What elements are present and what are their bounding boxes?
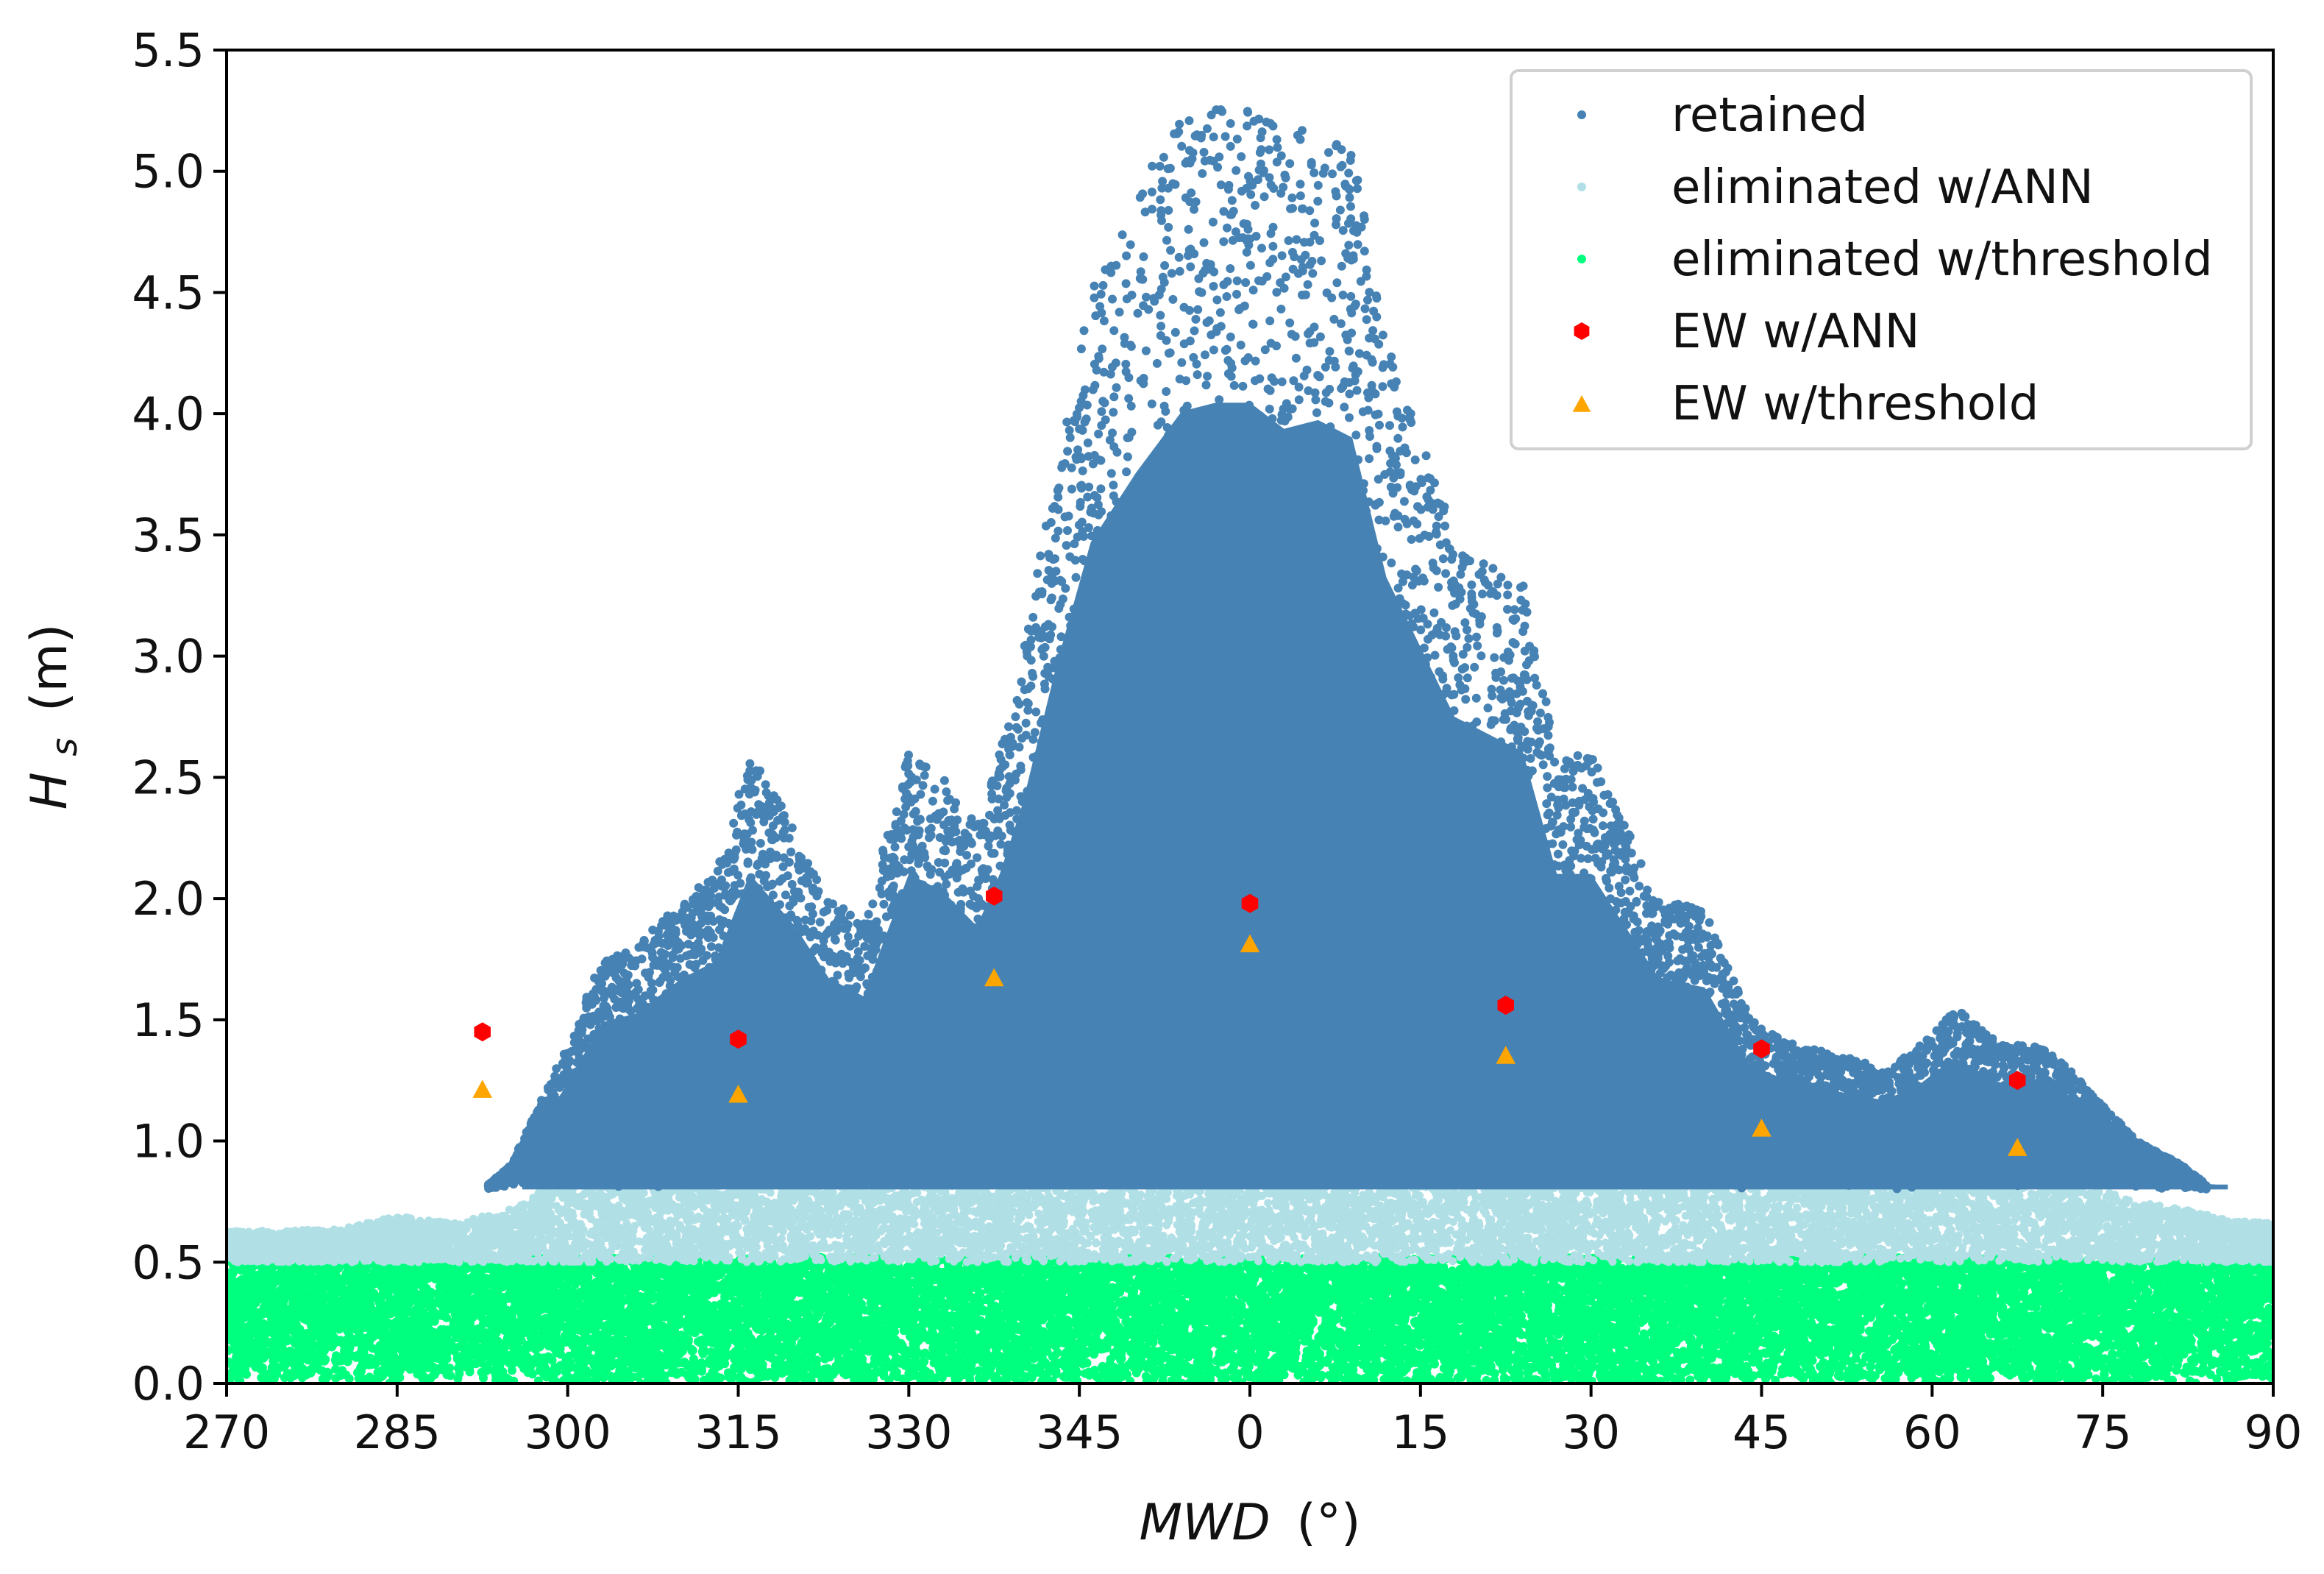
x-tick-label: 45 <box>1733 1405 1791 1459</box>
legend-label: EW w/threshold <box>1671 377 2039 431</box>
x-axis-var: MWD <box>1140 1494 1271 1552</box>
x-tick-label: 90 <box>2245 1405 2303 1459</box>
ew-threshold-point <box>472 1080 493 1098</box>
y-tick-label: 2.5 <box>132 751 205 804</box>
y-tick-label: 4.5 <box>132 266 205 319</box>
ew-ann-point <box>1753 1039 1770 1059</box>
legend-item: eliminated w/threshold <box>1577 233 2213 287</box>
x-tick-label: 0 <box>1235 1405 1264 1459</box>
x-axis-unit: (°) <box>1296 1494 1360 1552</box>
y-tick-label: 1.5 <box>132 993 205 1047</box>
point-cloud <box>227 105 2273 1383</box>
x-ticks: 270 285 300 315 330 345 0 15 30 45 60 75 90 <box>183 1383 2303 1459</box>
ew-threshold-point <box>1752 1119 1772 1137</box>
ew-ann-point <box>474 1022 491 1042</box>
legend-item: retained <box>1577 88 1868 143</box>
x-tick-label: 285 <box>354 1405 441 1459</box>
y-axis-title: H s (m) <box>21 624 89 810</box>
legend-marker <box>1577 110 1586 119</box>
legend-marker <box>1577 182 1586 191</box>
y-ticks: 0.0 0.5 1.0 1.5 2.0 2.5 3.0 3.5 4.0 4.5 5.0 5.5 <box>132 24 227 1411</box>
legend: retained eliminated w/ANN eliminated w/thr… <box>1510 69 2253 450</box>
legend-box <box>1510 69 2253 450</box>
y-axis-var: H <box>21 772 79 809</box>
y-axis-unit: (m) <box>21 624 79 712</box>
y-axis-sub: s <box>44 738 85 756</box>
legend-marker <box>1574 322 1590 340</box>
y-tick-label: 5.5 <box>132 24 205 77</box>
ew-ann-point <box>986 886 1003 906</box>
ew-threshold-point <box>1240 934 1260 953</box>
x-tick-label: 15 <box>1391 1405 1449 1459</box>
legend-item: eliminated w/ANN <box>1577 160 2094 215</box>
x-tick-label: 330 <box>865 1405 952 1459</box>
ew-ann-point <box>2009 1071 2026 1091</box>
y-tick-label: 3.0 <box>132 630 205 684</box>
ew-ann-point <box>1497 996 1514 1015</box>
x-tick-label: 30 <box>1562 1405 1620 1459</box>
ew-ann-point <box>1241 893 1259 913</box>
threshold-eliminated-points <box>227 1252 2273 1383</box>
x-tick-label: 315 <box>694 1405 781 1459</box>
legend-item: EW w/ANN <box>1574 305 1920 359</box>
y-tick-label: 2.0 <box>132 872 205 926</box>
y-tick-label: 0.0 <box>132 1357 205 1411</box>
legend-marker <box>1577 255 1586 263</box>
retained-points <box>483 105 2211 1194</box>
y-tick-label: 4.0 <box>132 387 205 441</box>
x-tick-label: 300 <box>524 1405 611 1459</box>
ew-ann-point <box>730 1029 747 1049</box>
y-tick-label: 1.0 <box>132 1115 205 1169</box>
legend-label: eliminated w/threshold <box>1671 233 2213 287</box>
legend-label: EW w/ANN <box>1671 305 1920 359</box>
legend-marker <box>1572 395 1591 412</box>
ew-markers <box>472 886 2028 1156</box>
y-tick-label: 3.5 <box>132 508 205 562</box>
ew-threshold-point <box>728 1084 748 1103</box>
y-tick-label: 0.5 <box>132 1236 205 1289</box>
ew-threshold-point <box>2007 1138 2028 1156</box>
x-tick-label: 345 <box>1036 1405 1123 1459</box>
x-tick-label: 270 <box>183 1405 270 1459</box>
ew-threshold-point <box>1496 1046 1516 1064</box>
y-tick-label: 5.0 <box>132 145 205 199</box>
legend-item: EW w/threshold <box>1572 377 2039 431</box>
legend-label: retained <box>1671 88 1868 143</box>
x-tick-label: 75 <box>2074 1405 2132 1459</box>
x-axis-title: MWD (°) <box>1140 1494 1361 1552</box>
legend-label: eliminated w/ANN <box>1671 160 2094 215</box>
ew-threshold-point <box>984 968 1004 987</box>
x-tick-label: 60 <box>1903 1405 1961 1459</box>
